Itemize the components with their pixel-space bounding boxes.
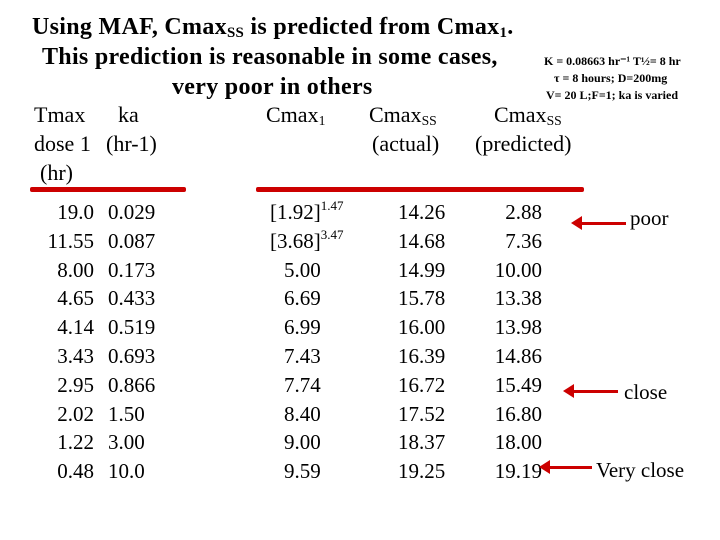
cell-cmax1-value: 6.69 — [284, 286, 321, 310]
cell-ka: 1.50 — [108, 402, 145, 426]
cell-cmax1: 8.40 — [284, 402, 321, 427]
cell-cmax1-value: 9.59 — [284, 459, 321, 483]
cell-tmax: 1.22 — [57, 430, 94, 454]
cell-cmaxss-actual: 18.37 — [398, 430, 446, 454]
cell-tmax: 2.95 — [57, 373, 94, 397]
cell-cmax1-value: [1.92] — [270, 200, 321, 224]
header-cmax1: Cmax1 — [266, 102, 325, 128]
cell-ka: 0.087 — [108, 229, 156, 253]
header-predicted-note: (predicted) — [475, 131, 572, 156]
cell-cmax1: [3.68]3.47 — [270, 227, 344, 254]
cell-ka: 3.00 — [108, 430, 145, 454]
arrow-close-icon — [563, 384, 618, 398]
annotation-very-close: Very close — [596, 458, 685, 482]
annotation-close: close — [624, 380, 668, 404]
cell-tmax: 8.00 — [57, 258, 94, 282]
cell-cmaxss-predicted: 7.36 — [505, 229, 542, 253]
cell-cmaxss-actual: 15.78 — [398, 286, 446, 310]
cell-cmax1: 9.59 — [284, 459, 321, 484]
cell-cmax1-value: 8.40 — [284, 402, 321, 426]
cell-cmax1: 6.99 — [284, 315, 321, 340]
header-cmaxss-actual-text: Cmax — [369, 102, 422, 127]
header-cmaxss-actual-sub: SS — [421, 113, 437, 128]
arrow-very-close-icon — [539, 460, 592, 474]
cell-ka: 0.433 — [108, 286, 156, 310]
cell-cmaxss-predicted: 18.00 — [494, 430, 542, 454]
cell-cmaxss-actual: 14.26 — [398, 200, 446, 224]
cell-ka: 10.0 — [108, 459, 145, 483]
cell-cmaxss-predicted: 2.88 — [505, 200, 542, 224]
cell-cmax1-exponent: 3.47 — [320, 227, 344, 242]
title-sub-1: SS — [226, 25, 245, 41]
cell-cmax1-value: 6.99 — [284, 315, 321, 339]
cell-cmaxss-predicted: 19.19 — [494, 459, 542, 483]
title-sub-2: 1 — [499, 25, 508, 41]
cell-tmax: 3.43 — [57, 344, 94, 368]
header-cmaxss-actual: CmaxSS — [369, 102, 437, 128]
cell-cmax1-value: 7.43 — [284, 344, 321, 368]
cell-cmax1: 6.69 — [284, 286, 321, 311]
title-text-1b: is predicted from Cmax — [244, 14, 500, 40]
cell-tmax: 2.02 — [57, 402, 94, 426]
header-cmaxss-predicted: CmaxSS — [494, 102, 562, 128]
header-cmaxss-pred-text: Cmax — [494, 102, 547, 127]
header-cmax1-text: Cmax — [266, 102, 319, 127]
cell-ka: 0.866 — [108, 373, 156, 397]
header-ka-2: (hr-1) — [106, 131, 157, 156]
title-line-3: very poor in others — [172, 74, 373, 100]
title-text-1c: . — [507, 14, 514, 40]
cell-cmax1-exponent: 1.47 — [320, 198, 344, 213]
cell-ka: 0.029 — [108, 200, 156, 224]
annotation-poor: poor — [630, 206, 669, 230]
header-actual-note: (actual) — [372, 131, 440, 156]
note-line-3: V= 20 L;F=1; ka is varied — [546, 88, 679, 102]
cell-ka: 0.519 — [108, 315, 156, 339]
cell-cmaxss-predicted: 14.86 — [494, 344, 542, 368]
header-ka-1: ka — [118, 102, 139, 127]
cell-cmaxss-predicted: 13.38 — [494, 286, 542, 310]
header-tmax-2: dose 1 — [34, 131, 91, 156]
cell-tmax: 11.55 — [47, 229, 94, 253]
cell-cmaxss-actual: 16.00 — [398, 315, 446, 339]
cell-cmaxss-actual: 16.72 — [398, 373, 446, 397]
cell-cmaxss-actual: 14.99 — [398, 258, 446, 282]
cell-cmax1: 7.43 — [284, 344, 321, 369]
cell-cmax1: [1.92]1.47 — [270, 198, 344, 225]
cell-cmax1-value: [3.68] — [270, 229, 321, 253]
cell-cmaxss-actual: 16.39 — [398, 344, 446, 368]
cell-tmax: 0.48 — [57, 459, 94, 483]
header-cmax1-sub: 1 — [318, 113, 326, 128]
header-tmax-1: Tmax — [34, 102, 86, 127]
note-line-1: K = 0.08663 hr⁻¹ T½= 8 hr — [544, 54, 681, 68]
cell-cmaxss-predicted: 10.00 — [494, 258, 542, 282]
cell-cmaxss-actual: 14.68 — [398, 229, 446, 253]
cell-ka: 0.173 — [108, 258, 156, 282]
cell-cmaxss-actual: 17.52 — [398, 402, 446, 426]
header-tmax-3: (hr) — [40, 160, 73, 185]
cell-cmaxss-predicted: 15.49 — [494, 373, 542, 397]
cell-ka: 0.693 — [108, 344, 156, 368]
cell-tmax: 19.0 — [57, 200, 94, 224]
cell-cmaxss-predicted: 13.98 — [494, 315, 542, 339]
header-cmaxss-pred-sub: SS — [546, 113, 562, 128]
title-line-2: This prediction is reasonable in some ca… — [42, 44, 498, 70]
header-divider-left — [30, 187, 186, 192]
cell-cmaxss-predicted: 16.80 — [494, 402, 542, 426]
cell-cmaxss-actual: 19.25 — [398, 459, 446, 483]
note-line-2: τ = 8 hours; D=200mg — [554, 71, 668, 85]
cell-cmax1-value: 7.74 — [284, 373, 321, 397]
title-text-1a: Using MAF, Cmax — [32, 14, 227, 40]
cell-cmax1: 5.00 — [284, 258, 321, 283]
cell-cmax1-value: 5.00 — [284, 258, 321, 282]
title-line-1: Using MAF, CmaxSS is predicted from Cmax… — [32, 14, 514, 41]
header-divider-right — [256, 187, 584, 192]
cell-cmax1: 7.74 — [284, 373, 321, 398]
cell-tmax: 4.14 — [57, 315, 94, 339]
arrow-poor-icon — [571, 216, 626, 230]
cell-tmax: 4.65 — [57, 286, 94, 310]
cell-cmax1: 9.00 — [284, 430, 321, 455]
cell-cmax1-value: 9.00 — [284, 430, 321, 454]
